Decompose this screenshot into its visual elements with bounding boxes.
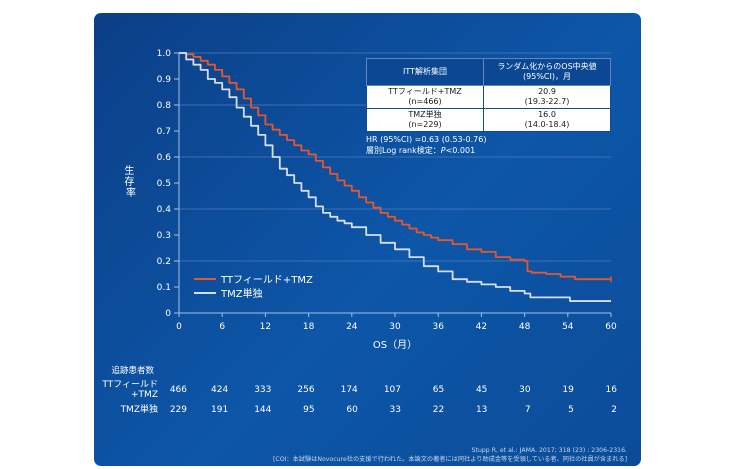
risk-row-label-ttf-tmz-line2: +TMZ <box>131 390 158 400</box>
risk-value: 95 <box>303 405 314 415</box>
risk-value: 13 <box>476 405 487 415</box>
x-tick-label: 30 <box>389 322 401 332</box>
coi-note: [COI：本試験はNovocure社の支援で行われた。本論文の著者には同社より助… <box>273 455 627 463</box>
risk-value: 424 <box>211 385 228 395</box>
table-header-group: ITT解析集団 <box>366 58 484 86</box>
risk-value: 19 <box>562 385 574 395</box>
y-tick-label: 0.4 <box>157 205 172 215</box>
table-cell-median: 16.0 (14.0-18.4) <box>483 108 611 132</box>
risk-value: 16 <box>606 385 618 395</box>
citation: Stupp R, et al.: JAMA. 2017; 318 (23) : … <box>472 447 627 454</box>
y-tick-label: 0.2 <box>157 257 171 267</box>
risk-value: 191 <box>211 405 228 415</box>
risk-value: 22 <box>433 405 444 415</box>
table-cell-group: TTフィールド+TMZ (n=466) <box>366 85 484 109</box>
x-tick-label: 0 <box>176 322 182 332</box>
risk-row-label-ttf-tmz-line1: TTフィールド <box>101 380 158 390</box>
x-axis-ticks: 0 6 12 18 24 30 36 42 48 54 60 <box>176 313 617 332</box>
risk-table-title: 追跡患者数 <box>111 365 154 376</box>
x-axis-title: OS（月） <box>373 339 417 351</box>
risk-value: 333 <box>254 385 271 395</box>
y-tick-label: 0.8 <box>157 101 172 111</box>
risk-value: 174 <box>341 385 358 395</box>
y-axis-ticks: 0 0.1 0.2 0.3 0.4 0.5 0.6 0.7 0.8 0.9 1.0 <box>157 49 179 319</box>
legend-label-ttf-tmz: TTフィールド+TMZ <box>220 275 313 286</box>
risk-value: 107 <box>384 385 401 395</box>
x-tick-label: 36 <box>432 322 444 332</box>
risk-value: 7 <box>525 405 531 415</box>
logrank-text: 層別Log rank検定：P<0.001 <box>366 145 475 155</box>
risk-table: 追跡患者数 TTフィールド +TMZ TMZ単独 466 424 333 256 174… <box>101 365 617 415</box>
risk-value: 5 <box>568 405 574 415</box>
table-row: TMZ単独 (n=229) 16.0 (14.0-18.4) <box>366 108 611 132</box>
hazard-ratio-text: HR (95%CI) =0.63 (0.53-0.76) <box>366 135 486 144</box>
y-tick-label: 0.7 <box>157 127 171 137</box>
x-tick-label: 54 <box>562 322 574 332</box>
table-cell-median: 20.9 (19.3-22.7) <box>483 85 611 109</box>
table-row: TTフィールド+TMZ (n=466) 20.9 (19.3-22.7) <box>366 85 611 109</box>
x-tick-label: 48 <box>519 322 531 332</box>
risk-value: 466 <box>170 385 187 395</box>
risk-value: 30 <box>519 385 531 395</box>
x-tick-label: 12 <box>260 322 271 332</box>
risk-row-label-tmz: TMZ単独 <box>120 403 158 415</box>
x-tick-label: 60 <box>605 322 617 332</box>
table-cell-group: TMZ単独 (n=229) <box>366 108 484 132</box>
curve-ttf-tmz <box>179 52 611 281</box>
y-tick-label: 0.5 <box>157 179 171 189</box>
risk-value: 65 <box>433 385 444 395</box>
curve-tmz <box>179 52 611 302</box>
y-tick-label: 0 <box>165 309 171 319</box>
survival-curves <box>179 52 612 302</box>
y-tick-label: 0.9 <box>157 75 172 85</box>
y-tick-label: 0.6 <box>157 153 172 163</box>
median-os-table: ITT解析集団 ランダム化からのOS中央値 (95%CI)，月 TTフィールド+T… <box>366 58 611 132</box>
y-tick-label: 0.1 <box>157 283 171 293</box>
x-tick-label: 42 <box>476 322 487 332</box>
risk-value: 256 <box>297 385 314 395</box>
table-header-median: ランダム化からのOS中央値 (95%CI)，月 <box>483 58 611 86</box>
x-tick-label: 18 <box>303 322 315 332</box>
risk-value: 45 <box>476 385 487 395</box>
risk-value: 2 <box>611 405 617 415</box>
y-tick-label: 1.0 <box>157 49 172 59</box>
y-tick-label: 0.3 <box>157 231 171 241</box>
risk-value: 33 <box>390 405 401 415</box>
y-axis-title: 生 存 率 <box>124 164 137 199</box>
legend: TTフィールド+TMZ TMZ単独 <box>194 275 313 300</box>
risk-value: 60 <box>346 405 358 415</box>
x-tick-label: 6 <box>219 322 225 332</box>
legend-label-tmz: TMZ単独 <box>220 287 263 300</box>
risk-value: 144 <box>254 405 271 415</box>
x-tick-label: 24 <box>346 322 358 332</box>
risk-value: 229 <box>170 405 187 415</box>
